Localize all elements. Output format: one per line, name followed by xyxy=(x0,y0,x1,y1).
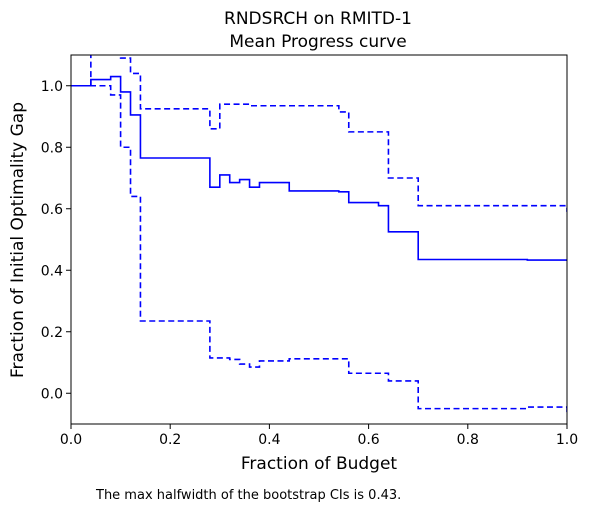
x-tick-label: 0.6 xyxy=(357,432,379,448)
y-tick-label: 0.8 xyxy=(41,140,63,156)
y-axis-label: Fraction of Initial Optimality Gap xyxy=(8,102,28,378)
x-tick-label: 0.8 xyxy=(457,432,479,448)
bootstrap-note: The max halfwidth of the bootstrap CIs i… xyxy=(96,488,402,503)
x-tick-label: 1.0 xyxy=(556,432,578,448)
upper-ci-line xyxy=(71,55,567,212)
chart-subtitle: Mean Progress curve xyxy=(229,32,406,52)
y-tick-label: 0.2 xyxy=(41,325,63,341)
y-tick-label: 0.0 xyxy=(41,386,63,402)
plot-frame xyxy=(70,54,568,425)
x-axis-label: Fraction of Budget xyxy=(241,454,398,474)
y-tick-label: 0.6 xyxy=(41,202,63,218)
series-layer xyxy=(71,55,567,415)
y-tick-label: 1.0 xyxy=(41,79,63,95)
chart-title: RNDSRCH on RMITD-1 xyxy=(224,9,412,29)
mean-progress-line xyxy=(71,75,567,262)
x-tick-label: 0.4 xyxy=(258,432,280,448)
x-tick-label: 0.2 xyxy=(159,432,181,448)
y-tick-label: 0.4 xyxy=(41,263,63,279)
ticks-layer: 0.0 0.2 0.4 0.6 0.8 1.0 0.0 0.2 0.4 0.6 0.8 1.0 xyxy=(41,79,578,448)
x-tick-label: 0.0 xyxy=(60,432,82,448)
lower-ci-line xyxy=(71,84,567,415)
progress-chart: RNDSRCH on RMITD-1 Mean Progress curve 0… xyxy=(8,9,578,474)
